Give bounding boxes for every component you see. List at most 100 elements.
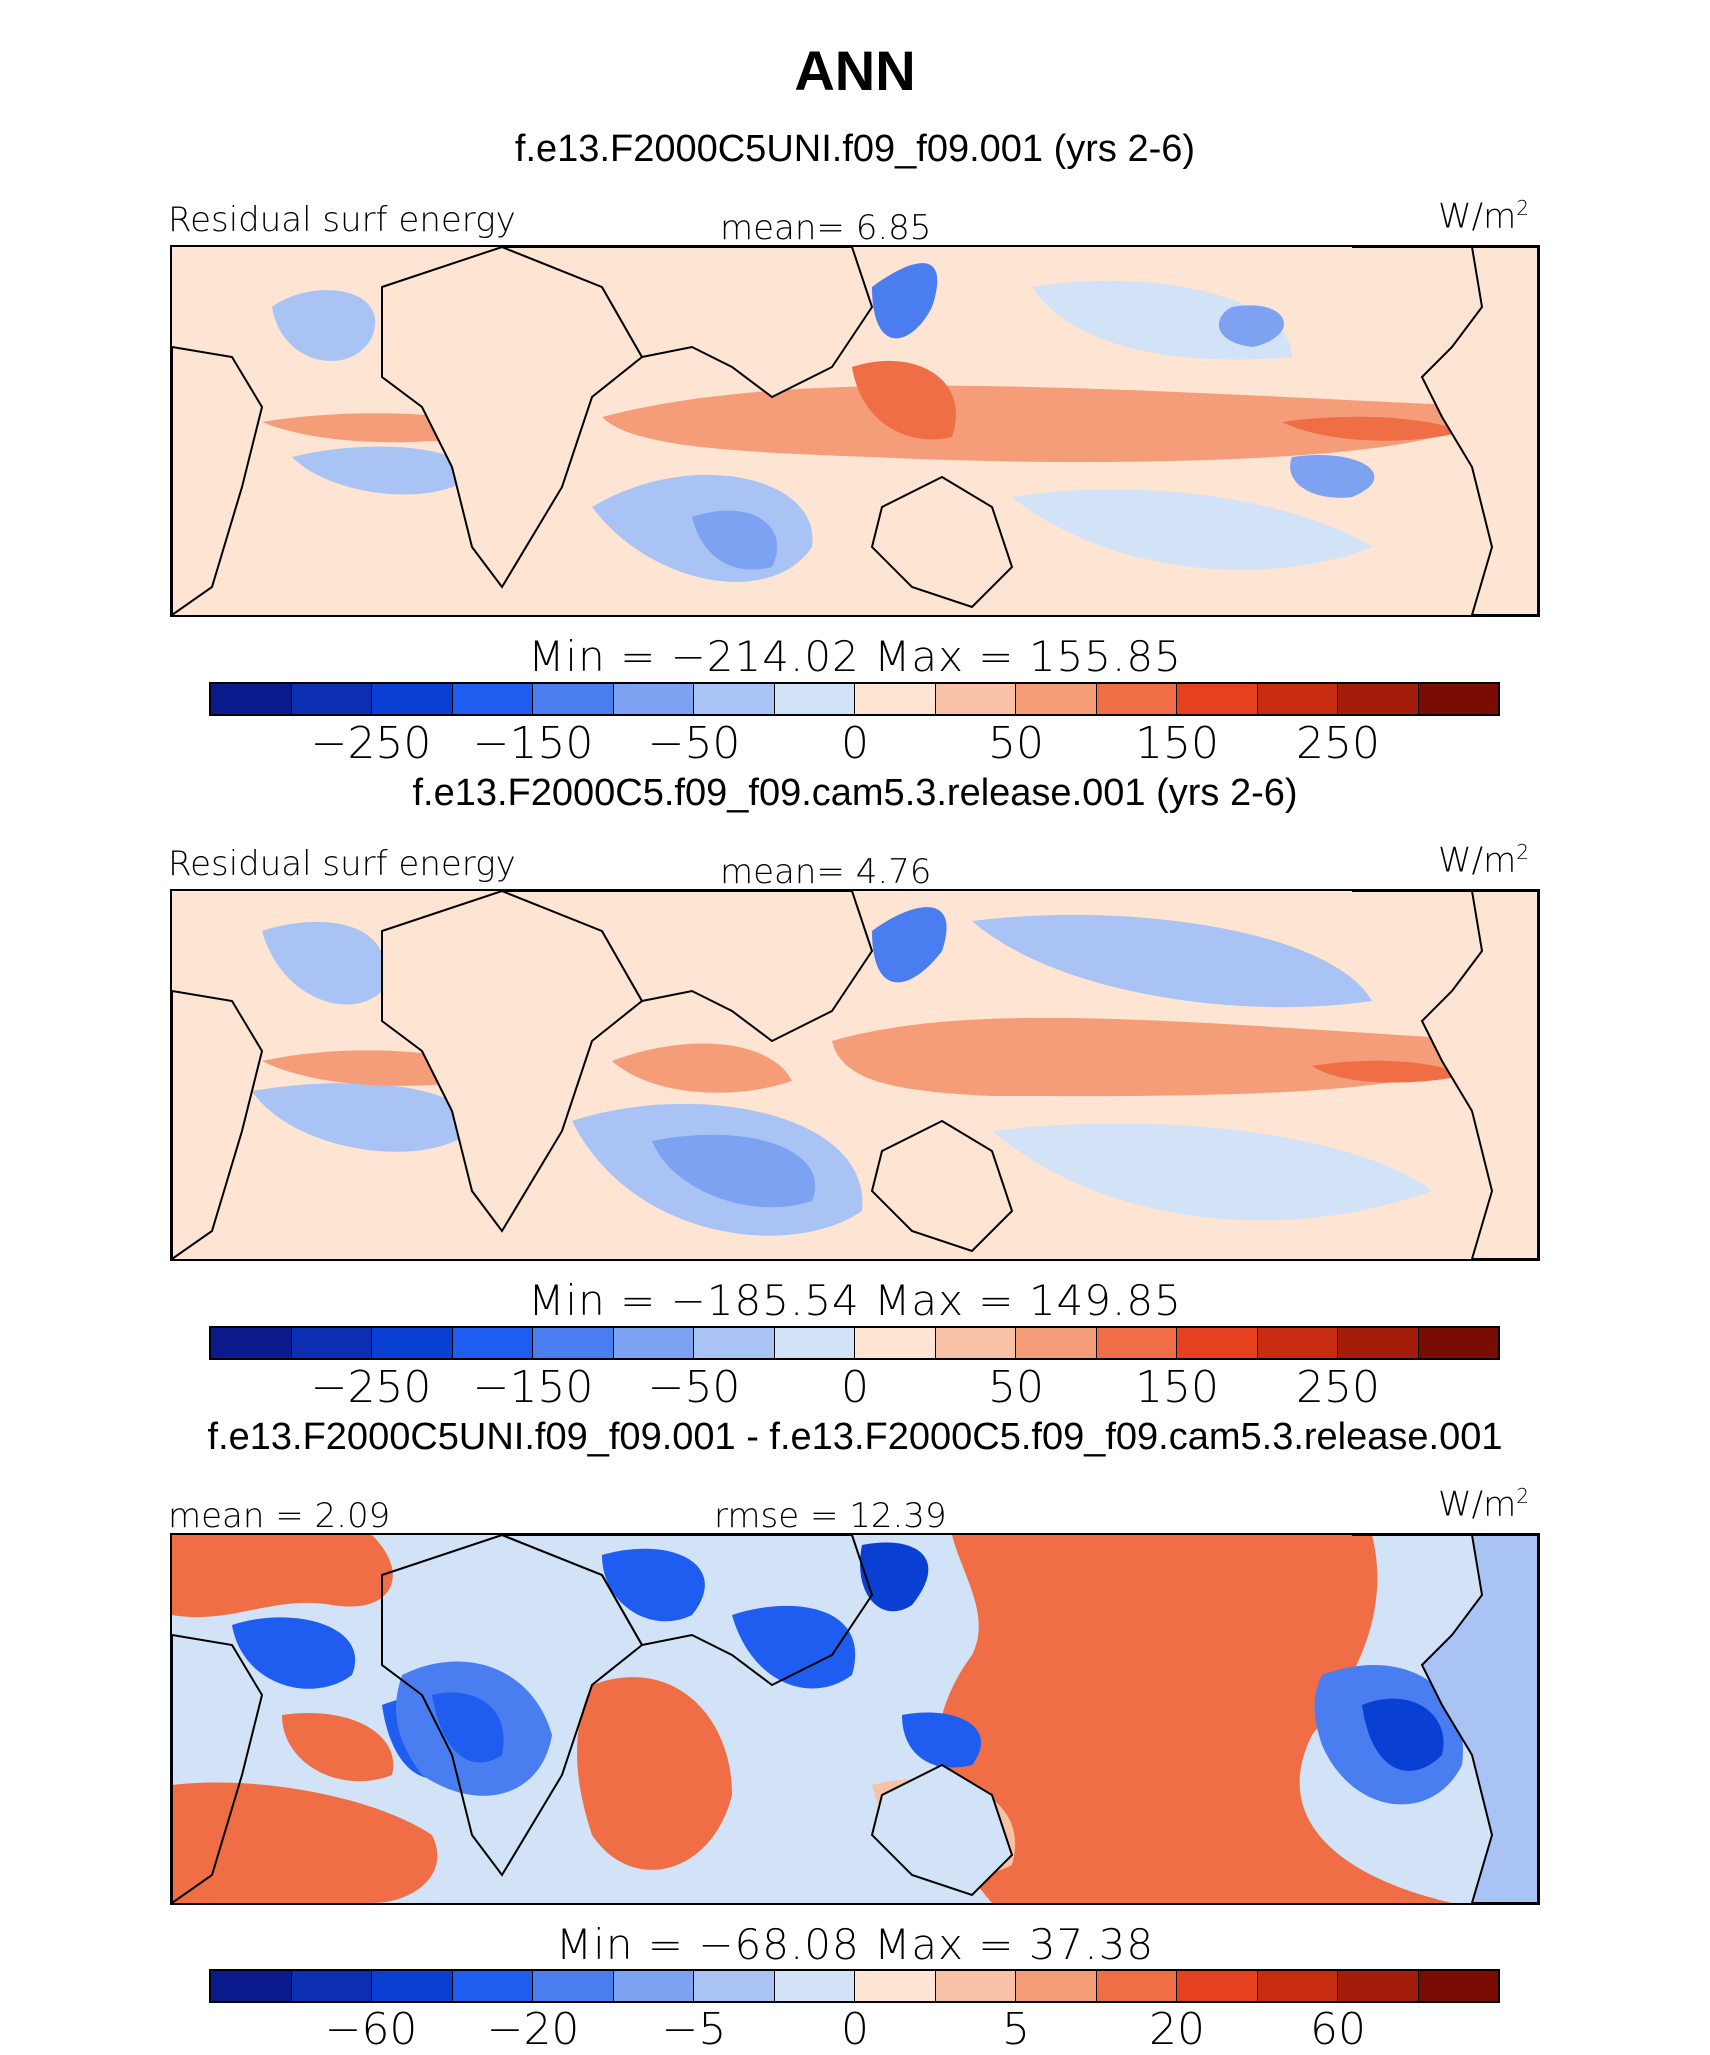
cbar-swatch bbox=[291, 1971, 372, 2001]
panel2-mean-label: mean= 4.76 bbox=[720, 852, 932, 892]
panel1-left-label: Residual surf energy bbox=[168, 200, 516, 240]
p3-orange-indian bbox=[577, 1677, 732, 1870]
cbar-swatch bbox=[694, 1328, 775, 1358]
cbar-swatch bbox=[1016, 1328, 1097, 1358]
panel2-tick: 0 bbox=[841, 1362, 869, 1413]
p1-land-americas bbox=[1352, 247, 1538, 615]
p2-orange-ep-core bbox=[1312, 1060, 1462, 1083]
p1-blue-kuroshio bbox=[872, 263, 938, 339]
cbar-swatch bbox=[1257, 684, 1338, 714]
panel2-minmax: Min = −185.54 Max = 149.85 bbox=[528, 1276, 1182, 1325]
p1-land-eurasia bbox=[501, 247, 874, 399]
p1-blue-south-pacific bbox=[1012, 489, 1372, 570]
cbar-swatch bbox=[855, 1971, 936, 2001]
panel3-tick: 60 bbox=[1310, 2004, 1366, 2055]
p3-orange-pacific bbox=[935, 1535, 1452, 1903]
panel2-tick: −50 bbox=[647, 1362, 741, 1413]
cbar-swatch bbox=[774, 1971, 855, 2001]
cbar-swatch bbox=[533, 684, 614, 714]
p2-orange-pacific-itcz bbox=[832, 1017, 1492, 1097]
p3-blue-ep-core bbox=[1362, 1698, 1444, 1771]
p1-blue-south-atlantic bbox=[292, 446, 472, 495]
p1-orange-indopacific-itcz bbox=[602, 385, 1492, 462]
cbar-swatch bbox=[452, 684, 533, 714]
cbar-swatch bbox=[1016, 1971, 1097, 2001]
cbar-swatch bbox=[1257, 1971, 1338, 2001]
p3-land-americas bbox=[1352, 1535, 1538, 1903]
panel2-tick: −250 bbox=[310, 1362, 432, 1413]
panel1-minmax: Min = −214.02 Max = 155.85 bbox=[528, 632, 1182, 681]
p3-blue-se-asia bbox=[732, 1605, 856, 1689]
cbar-swatch bbox=[613, 1971, 694, 2001]
cbar-swatch bbox=[211, 684, 292, 714]
cbar-swatch bbox=[774, 1328, 855, 1358]
p2-blue-south-atlantic bbox=[252, 1083, 473, 1152]
p3-orange-sa bbox=[172, 1782, 438, 1903]
cbar-swatch bbox=[533, 1971, 614, 2001]
panel3-tick: −20 bbox=[486, 2004, 580, 2055]
p3-land-australia bbox=[870, 1763, 1014, 1897]
cbar-swatch bbox=[1338, 1328, 1419, 1358]
cbar-swatch bbox=[1177, 684, 1258, 714]
panel2-subtitle: f.e13.F2000C5.f09_f09.cam5.3.release.001… bbox=[412, 772, 1298, 814]
p2-land-samerica-west bbox=[172, 989, 264, 1259]
cbar-swatch bbox=[774, 684, 855, 714]
panel3-map bbox=[170, 1533, 1540, 1905]
panel3-mean-label: mean = 2.09 bbox=[168, 1496, 391, 1536]
p1-orange-ep-core bbox=[1282, 416, 1462, 441]
panel3-minmax: Min = −68.08 Max = 37.38 bbox=[555, 1920, 1155, 1969]
p3-land-samerica-west bbox=[172, 1633, 264, 1903]
cbar-swatch bbox=[1096, 684, 1177, 714]
cbar-swatch bbox=[855, 684, 936, 714]
panel1-tick: −50 bbox=[647, 718, 741, 769]
cbar-swatch bbox=[1096, 1328, 1177, 1358]
panel1-units: W/m2 bbox=[1438, 196, 1529, 237]
cbar-swatch bbox=[1016, 684, 1097, 714]
p1-blue-np-spot bbox=[1218, 305, 1285, 347]
panel1-map bbox=[170, 245, 1540, 617]
p2-blue-north-atlantic bbox=[262, 921, 386, 1005]
p3-blue-asia bbox=[602, 1548, 705, 1622]
panel2-colorbar bbox=[209, 1326, 1500, 1360]
p3-orange-na bbox=[172, 1535, 393, 1618]
cbar-swatch bbox=[291, 1328, 372, 1358]
figure-title: ANN bbox=[794, 39, 916, 102]
p3-blue-na bbox=[232, 1617, 356, 1689]
panel1-colorbar bbox=[209, 682, 1500, 716]
cbar-swatch bbox=[694, 1971, 775, 2001]
panel1-tick: −250 bbox=[310, 718, 432, 769]
cbar-swatch bbox=[452, 1328, 533, 1358]
p2-land-americas bbox=[1352, 891, 1538, 1259]
cbar-swatch bbox=[935, 1971, 1016, 2001]
p2-blue-indian-deep bbox=[652, 1134, 816, 1208]
p2-blue-south-pacific bbox=[992, 1123, 1432, 1221]
cbar-swatch bbox=[372, 1328, 453, 1358]
cbar-swatch bbox=[291, 684, 372, 714]
p2-orange-indian-itcz bbox=[612, 1043, 792, 1093]
panel3-tick: 20 bbox=[1149, 2004, 1205, 2055]
p2-blue-kuroshio bbox=[872, 907, 947, 983]
cbar-swatch bbox=[1257, 1328, 1338, 1358]
p3-land-eurasia bbox=[501, 1535, 874, 1687]
panel3-subtitle: f.e13.F2000C5UNI.f09_f09.001 - f.e13.F20… bbox=[207, 1416, 1503, 1458]
cbar-swatch bbox=[211, 1328, 292, 1358]
panel1-subtitle: f.e13.F2000C5UNI.f09_f09.001 (yrs 2-6) bbox=[514, 128, 1196, 170]
panel1-tick: 250 bbox=[1296, 718, 1380, 769]
p2-blue-north-pacific bbox=[972, 914, 1372, 1008]
panel1-mean-label: mean= 6.85 bbox=[720, 208, 932, 248]
p1-land-australia bbox=[870, 475, 1014, 609]
panel1-tick: −150 bbox=[472, 718, 594, 769]
panel3-tick: 0 bbox=[841, 2004, 869, 2055]
panel2-tick: 150 bbox=[1135, 1362, 1219, 1413]
cbar-swatch bbox=[452, 1971, 533, 2001]
cbar-swatch bbox=[211, 1971, 292, 2001]
panel2-tick: 250 bbox=[1296, 1362, 1380, 1413]
panel3-units: W/m2 bbox=[1438, 1484, 1529, 1525]
cbar-swatch bbox=[1418, 1328, 1498, 1358]
p3-blue-kuroshio bbox=[860, 1542, 929, 1612]
panel1-tick: 0 bbox=[841, 718, 869, 769]
panel2-left-label: Residual surf energy bbox=[168, 844, 516, 884]
cbar-swatch bbox=[1338, 1971, 1419, 2001]
p1-blue-south-ep bbox=[1290, 455, 1375, 498]
cbar-swatch bbox=[613, 684, 694, 714]
